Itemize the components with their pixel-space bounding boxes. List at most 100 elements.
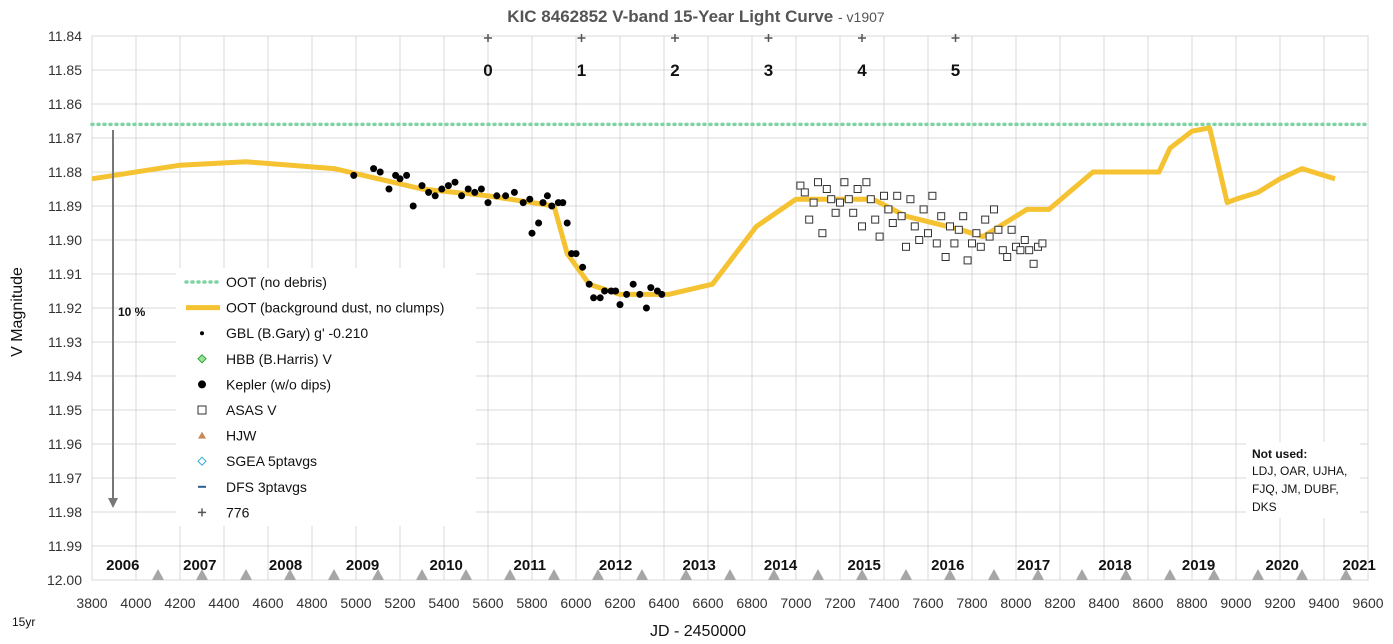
kepler-point (385, 185, 393, 193)
x-tick-label: 6400 (648, 595, 679, 611)
legend-swatch (197, 354, 207, 364)
asas-point (840, 178, 849, 187)
asas-point (972, 229, 981, 238)
year-triangle (1252, 569, 1264, 580)
year-triangle (152, 569, 164, 580)
year-label: 2021 (1343, 557, 1376, 574)
kepler-point (403, 171, 411, 179)
asas-point (880, 191, 888, 200)
year-triangle (504, 569, 516, 580)
kepler-point (585, 280, 593, 288)
kepler-point (519, 199, 527, 207)
kepler-point (526, 195, 534, 203)
kepler-point (458, 192, 466, 200)
epoch-plus-marker (671, 34, 679, 42)
year-label: 2020 (1266, 557, 1299, 574)
x-tick-label: 4600 (252, 595, 283, 611)
legend-item: DFS 3ptavgs (198, 479, 307, 495)
asas-point (902, 242, 910, 251)
axis-ticks: 11.84 11.85 11.86 11.87 11.88 11.89 11.90 11.91… (47, 28, 1384, 611)
kepler-point (431, 192, 439, 200)
asas-point (946, 222, 954, 231)
legend-item: OOT (background dust, no clumps) (186, 300, 444, 316)
y-tick-label: 11.94 (48, 368, 82, 384)
not-used-line-3: DKS (1252, 500, 1277, 514)
kepler-point (471, 188, 479, 196)
asas-point (915, 236, 924, 244)
kepler-point (658, 290, 666, 298)
x-tick-label: 5200 (384, 595, 415, 611)
year-triangle (768, 569, 780, 580)
x-tick-label: 9000 (1220, 595, 1251, 611)
year-triangles (152, 569, 1352, 580)
legend-label: 776 (226, 504, 250, 520)
kepler-point (502, 192, 510, 200)
kepler-point (350, 171, 358, 179)
year-label: 2016 (931, 557, 964, 574)
year-triangle (1296, 569, 1308, 580)
asas-point (1007, 225, 1016, 234)
y-tick-label: 11.84 (48, 28, 82, 44)
y-tick-label: 11.98 (48, 504, 82, 520)
x-tick-label: 5400 (428, 595, 459, 611)
x-tick-label: 6600 (692, 595, 723, 611)
asas-point (959, 212, 968, 221)
asas-point (866, 195, 875, 204)
kepler-point (642, 304, 650, 312)
x-tick-label: 4400 (208, 595, 239, 611)
year-triangle (240, 569, 252, 580)
legend-item: HJW (198, 428, 257, 444)
asas-point (827, 195, 836, 204)
x-tick-label: 7600 (912, 595, 943, 611)
legend-label: OOT (no debris) (226, 274, 327, 290)
year-label: 2011 (514, 557, 547, 574)
x-tick-label: 3800 (76, 595, 107, 611)
legend-label: HBB (B.Harris) V (226, 351, 332, 367)
asas-point (836, 198, 844, 207)
chart-title: KIC 8462852 V-band 15-Year Light Curve -… (507, 7, 885, 26)
legend-label: GBL (B.Gary) g' -0.210 (226, 325, 368, 341)
x-tick-label: 5600 (472, 595, 503, 611)
year-triangle (1032, 569, 1044, 580)
x-tick-label: 6800 (736, 595, 767, 611)
year-triangle (548, 569, 560, 580)
asas-point (1038, 239, 1047, 248)
year-triangle (592, 569, 604, 580)
y-tick-label: 11.93 (48, 334, 82, 350)
y-tick-label: 11.92 (48, 300, 82, 316)
legend: OOT (no debris) OOT (background dust, no … (176, 268, 476, 526)
kepler-point (376, 168, 384, 176)
year-triangle (1208, 569, 1220, 580)
asas-point (941, 253, 950, 261)
asas-point (950, 239, 959, 248)
kepler-point (425, 188, 433, 196)
x-tick-label: 7800 (956, 595, 987, 611)
legend-item: OOT (no debris) (184, 274, 327, 290)
y-tick-label: 11.90 (48, 232, 82, 248)
epoch-label: 3 (764, 61, 773, 80)
asas-point (1025, 246, 1034, 255)
epoch-plus-marker (858, 34, 866, 42)
year-triangle (636, 569, 648, 580)
year-label: 2007 (183, 557, 216, 574)
kepler-point (636, 290, 644, 298)
epoch-label: 1 (577, 61, 586, 80)
year-label: 2017 (1017, 557, 1050, 574)
kepler-point (484, 199, 492, 207)
kepler-point (616, 301, 624, 309)
asas-point (893, 191, 902, 200)
asas-point (910, 222, 919, 231)
asas-point (844, 195, 853, 204)
asas-point (871, 215, 880, 224)
year-label: 2014 (764, 557, 798, 574)
kepler-point (548, 202, 556, 210)
y-axis-label: V Magnitude (9, 267, 26, 357)
kepler-point (559, 199, 567, 207)
year-triangle (724, 569, 736, 580)
kepler-point (528, 229, 536, 237)
legend-swatch (197, 405, 207, 415)
legend-box (176, 268, 476, 526)
y-tick-label: 11.97 (48, 470, 82, 486)
legend-item: SGEA 5ptavgs (197, 453, 317, 469)
year-triangle (944, 569, 956, 580)
